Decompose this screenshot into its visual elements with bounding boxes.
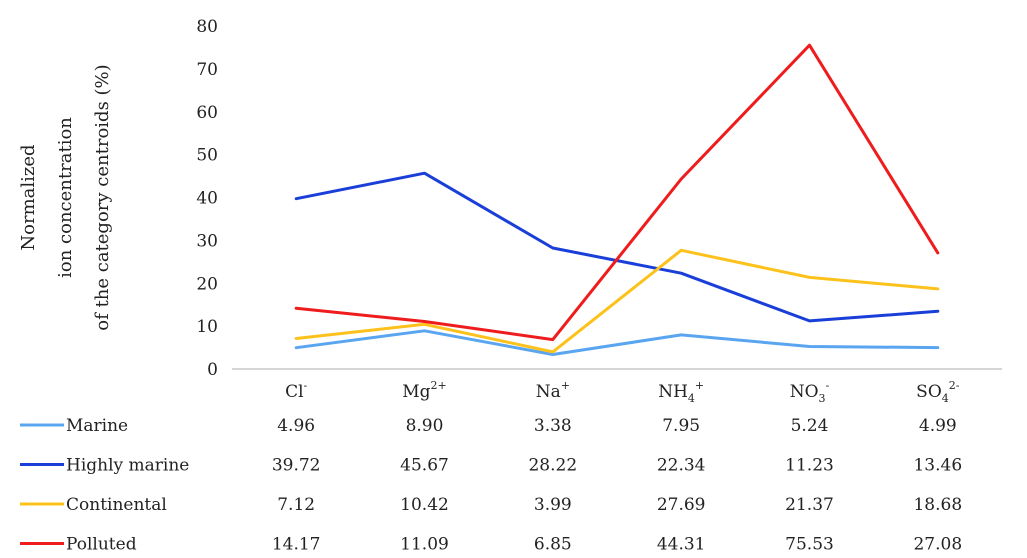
- data-label: 75.53: [785, 535, 834, 555]
- data-label: 10.42: [400, 495, 449, 515]
- data-label: 27.69: [657, 495, 706, 515]
- y-axis: 0 10 20 30 40 50 60 70 80: [196, 17, 218, 380]
- data-label: 4.99: [919, 416, 957, 436]
- data-label: 7.95: [662, 416, 700, 436]
- data-label: 39.72: [272, 456, 321, 476]
- y-tick-label: 60: [196, 103, 218, 123]
- legend-label: Continental: [66, 495, 167, 515]
- x-axis: Cl- Mg2+ Na+ NH4+ NO3- SO42-: [232, 368, 1002, 405]
- data-label: 6.85: [534, 535, 572, 555]
- data-label: 45.67: [400, 456, 449, 476]
- series-lines: [294, 43, 940, 356]
- x-tick-label: NO3-: [790, 379, 830, 405]
- legend-label: Polluted: [66, 535, 137, 555]
- x-tick-label: Na+: [536, 379, 570, 402]
- y-axis-label-line: Normalized: [18, 144, 39, 250]
- y-tick-label: 20: [196, 274, 218, 294]
- series-line-continental: [294, 248, 940, 354]
- series-line-marine: [294, 329, 940, 356]
- data-label: 18.68: [913, 495, 962, 515]
- data-label: 4.96: [277, 416, 315, 436]
- y-tick-label: 40: [196, 189, 218, 209]
- y-tick-label: 30: [196, 231, 218, 251]
- data-label: 5.24: [791, 416, 829, 436]
- y-tick-label: 50: [196, 146, 218, 166]
- data-label: 44.31: [657, 535, 706, 555]
- y-axis-label-line: of the category centroids (%): [92, 64, 113, 330]
- legend-label: Marine: [66, 416, 128, 436]
- data-label: 3.99: [534, 495, 572, 515]
- data-label: 8.90: [406, 416, 444, 436]
- x-tick-label: Cl-: [285, 379, 307, 402]
- data-label: 3.38: [534, 416, 572, 436]
- x-tick-label: SO42-: [916, 379, 960, 405]
- data-label: 7.12: [277, 495, 315, 515]
- data-label: 21.37: [785, 495, 834, 515]
- y-tick-label: 0: [207, 360, 218, 380]
- data-label: 14.17: [272, 535, 321, 555]
- data-label: 11.23: [785, 456, 834, 476]
- series-line-highly-marine: [294, 171, 940, 323]
- data-table: Marine 4.96 8.90 3.38 7.95 5.24 4.99 Highly mar…: [20, 416, 962, 555]
- data-label: 27.08: [913, 535, 962, 555]
- legend-label: Highly marine: [66, 456, 189, 476]
- data-label: 22.34: [657, 456, 706, 476]
- data-label: 13.46: [913, 456, 962, 476]
- y-axis-label-line: ion concentration: [55, 117, 76, 278]
- y-tick-label: 80: [196, 17, 218, 37]
- data-label: 28.22: [528, 456, 577, 476]
- y-tick-label: 70: [196, 60, 218, 80]
- series-line-polluted: [294, 43, 940, 342]
- data-label: 11.09: [400, 535, 449, 555]
- x-tick-label: NH4+: [658, 379, 704, 405]
- x-tick-label: Mg2+: [402, 379, 447, 402]
- y-axis-label: Normalized ion concentration of the catego…: [18, 64, 113, 330]
- y-tick-label: 10: [196, 317, 218, 337]
